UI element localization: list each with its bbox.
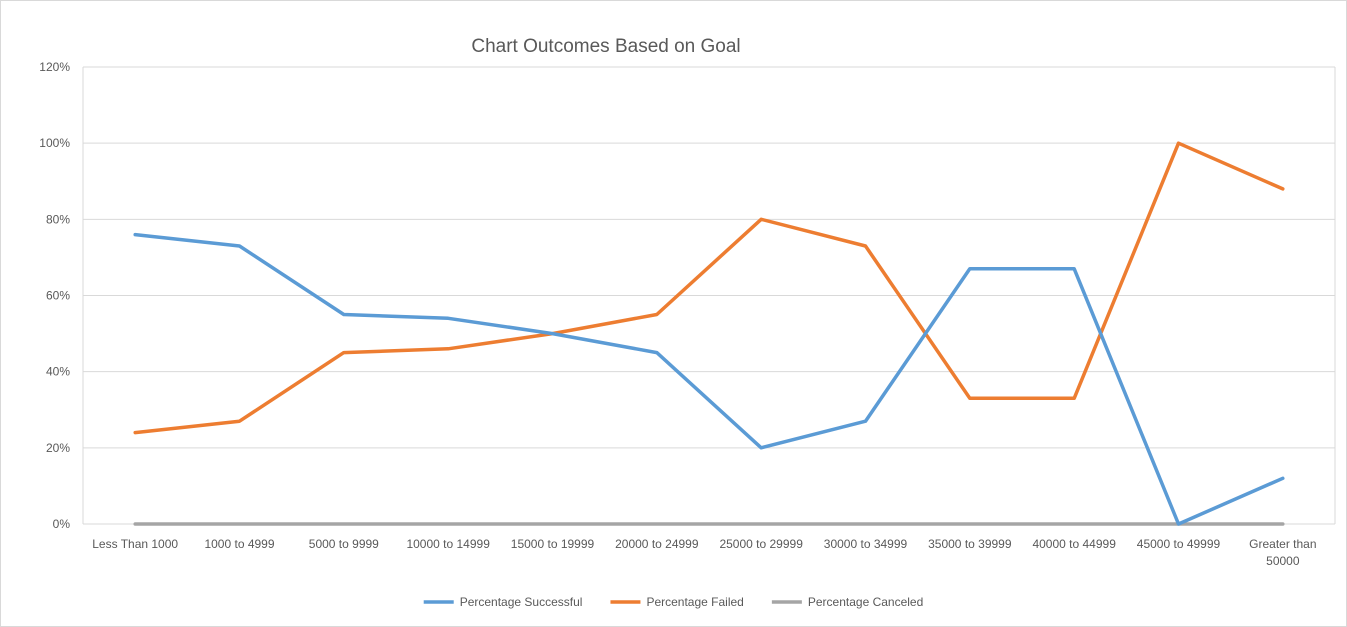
gridlines: [82, 66, 1336, 525]
y-tick-label: 40%: [46, 365, 70, 379]
series-line-percentage-successful: [133, 232, 1285, 526]
y-tick-label: 120%: [39, 60, 70, 74]
y-tick-label: 20%: [46, 441, 70, 455]
x-tick-label: 45000 to 49999: [1137, 537, 1221, 551]
series-lines: [133, 141, 1285, 526]
x-tick-label: 20000 to 24999: [615, 537, 699, 551]
legend-label: Percentage Successful: [460, 595, 583, 609]
x-tick-label: 35000 to 39999: [928, 537, 1012, 551]
x-tick-label: 1000 to 4999: [204, 537, 274, 551]
legend-label: Percentage Failed: [646, 595, 743, 609]
x-tick-label: 40000 to 44999: [1032, 537, 1116, 551]
legend-label: Percentage Canceled: [808, 595, 923, 609]
x-tick-label: 30000 to 34999: [824, 537, 908, 551]
x-tick-label: 25000 to 29999: [719, 537, 803, 551]
x-tick-label: Less Than 1000: [92, 537, 178, 551]
legend: Percentage Successful Percentage Failed Pe…: [423, 595, 923, 609]
y-tick-label: 80%: [46, 212, 70, 226]
x-tick-label: 15000 to 19999: [511, 537, 595, 551]
series-line-percentage-failed: [133, 141, 1285, 435]
chart-title: Chart Outcomes Based on Goal: [471, 36, 740, 57]
x-tick-label: 10000 to 14999: [406, 537, 490, 551]
x-tick-label: Greater than 50000: [1249, 537, 1316, 568]
y-tick-label: 60%: [46, 289, 70, 303]
y-tick-label: 0%: [53, 517, 71, 531]
x-tick-label: 5000 to 9999: [309, 537, 379, 551]
y-axis-tick-labels: 0% 20% 40% 60% 80% 100% 120%: [39, 60, 70, 531]
x-axis-tick-labels: Less Than 1000 1000 to 4999 5000 to 9999 10…: [92, 537, 1316, 568]
y-tick-label: 100%: [39, 136, 70, 150]
